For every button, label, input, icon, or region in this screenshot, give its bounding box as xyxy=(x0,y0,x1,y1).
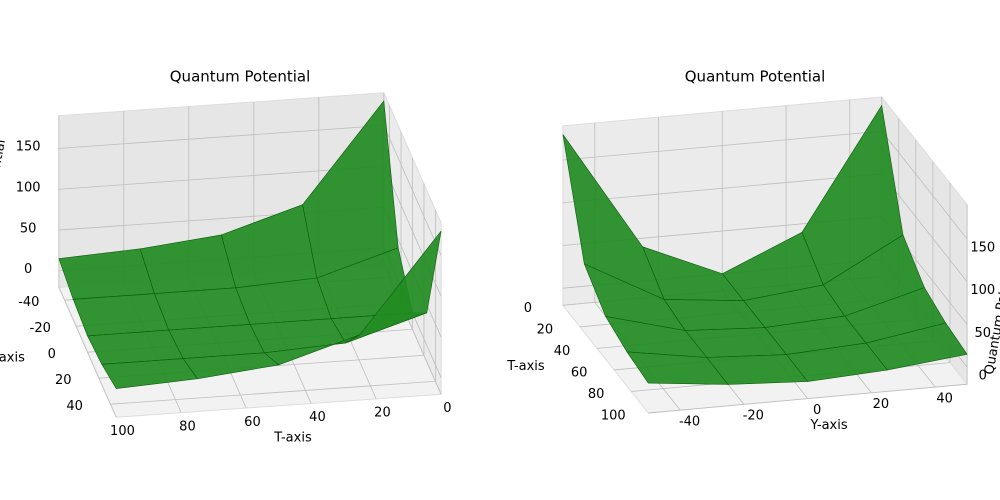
x-tick-label: 100 xyxy=(601,409,626,424)
x-tick-label: 0 xyxy=(443,401,451,416)
chart-title: Quantum Potential xyxy=(170,68,311,86)
z-axis-label: Quantum Potential xyxy=(0,138,9,261)
x-axis-label: T-axis xyxy=(273,431,312,446)
x-tick-label: 60 xyxy=(571,366,588,381)
z-tick-label: 150 xyxy=(970,240,995,255)
x-tick-label: 100 xyxy=(110,424,135,439)
y-tick-label: 0 xyxy=(813,403,821,418)
x-tick-label: 40 xyxy=(554,344,571,359)
y-tick-label: -40 xyxy=(18,295,39,310)
z-tick-label: 150 xyxy=(16,140,41,155)
z-tick-label: 0 xyxy=(24,262,32,277)
grid-line xyxy=(58,125,384,149)
x-tick-label: 40 xyxy=(309,410,326,425)
surface-patch xyxy=(345,230,442,344)
x-tick-label: 60 xyxy=(244,415,261,430)
surface-patch xyxy=(72,293,170,337)
z-axis-label: Quantum Potential xyxy=(982,253,1000,376)
y-tick-label: -20 xyxy=(30,321,51,336)
y-tick-label: 40 xyxy=(66,399,83,414)
surface-patch xyxy=(87,329,184,365)
x-tick-label: 20 xyxy=(537,323,554,338)
y-tick-label: 20 xyxy=(873,397,890,412)
surface-patch xyxy=(168,324,265,359)
grid-line xyxy=(562,130,882,161)
x-tick-label: 0 xyxy=(524,301,532,316)
x-tick-label: 80 xyxy=(179,419,196,434)
grid-line xyxy=(110,380,436,405)
y-tick-label: -40 xyxy=(679,415,700,430)
z-tick-label: 0 xyxy=(979,369,987,384)
surface-patch xyxy=(626,351,729,385)
z-tick-label: 50 xyxy=(20,221,37,236)
y-tick-label: 20 xyxy=(55,373,72,388)
grid-line xyxy=(383,125,442,256)
grid-line xyxy=(648,383,968,414)
surface-patch xyxy=(153,287,251,331)
x-tick-label: 20 xyxy=(374,406,391,421)
surface-patch xyxy=(101,358,198,389)
x-tick-label: 80 xyxy=(588,387,605,402)
y-tick-label: 0 xyxy=(48,347,56,362)
y-tick-label: -20 xyxy=(743,409,764,424)
chart-title: Quantum Potential xyxy=(685,68,826,86)
z-tick-label: 100 xyxy=(970,283,995,298)
y-tick-label: 40 xyxy=(936,391,953,406)
z-tick-label: 100 xyxy=(16,181,41,196)
grid-line xyxy=(562,173,882,204)
y-axis-label: Y-axis xyxy=(809,418,847,433)
y-axis-label: Y-axis xyxy=(0,350,25,365)
grid-line xyxy=(881,130,968,240)
z-tick-label: 50 xyxy=(974,326,991,341)
x-axis-label: T-axis xyxy=(506,359,545,374)
